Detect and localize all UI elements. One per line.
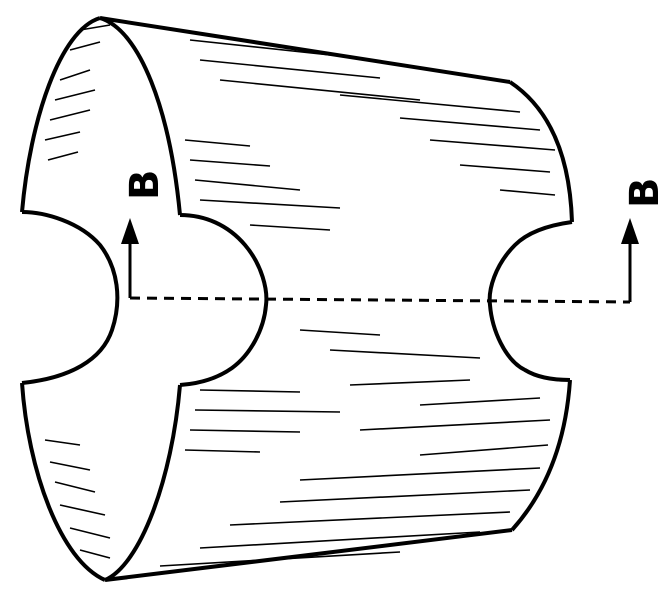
section-line <box>130 240 630 302</box>
part-outline <box>22 18 572 580</box>
right-section-label: B <box>622 178 668 209</box>
right-arrow-head <box>621 218 639 244</box>
hatching-lines <box>45 25 555 566</box>
left-arrow-head <box>121 218 139 244</box>
left-section-label: B <box>122 170 168 201</box>
